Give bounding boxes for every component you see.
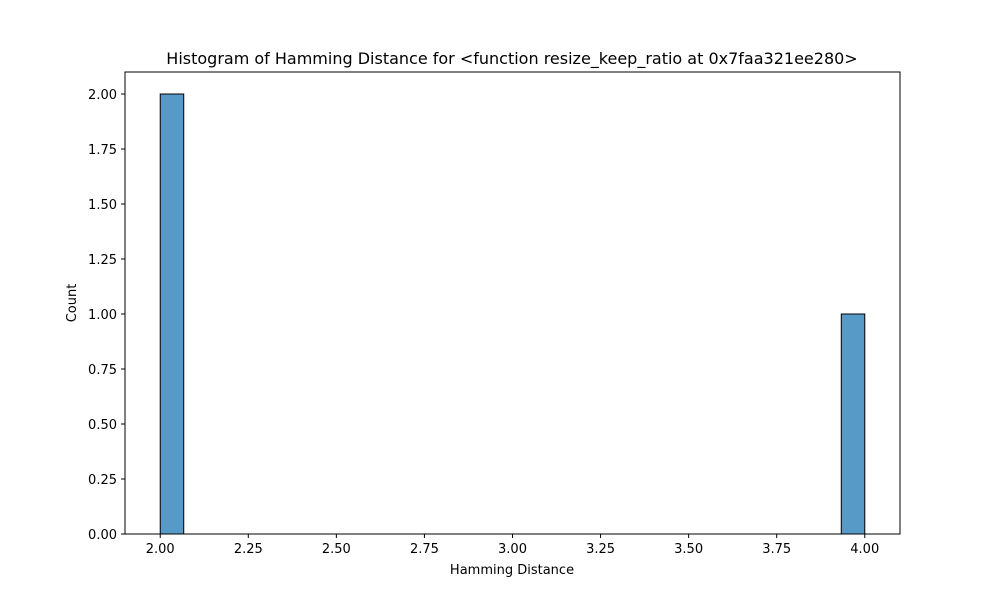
y-axis-label: Count	[65, 284, 80, 323]
x-tick-label-8: 4.00	[850, 542, 879, 557]
x-tick-label-6: 3.50	[674, 542, 703, 557]
y-tick-label-8: 2.00	[88, 88, 117, 103]
y-tick-label-2: 0.50	[88, 418, 117, 433]
histogram-bar-0	[159, 93, 185, 535]
x-tick-label-3: 2.75	[410, 542, 439, 557]
x-tick-label-1: 2.25	[234, 542, 263, 557]
y-tick-label-0: 0.00	[88, 528, 117, 543]
x-tick-label-4: 3.00	[498, 542, 527, 557]
y-tick-label-4: 1.00	[88, 308, 117, 323]
x-tick-label-5: 3.25	[586, 542, 615, 557]
x-axis-label: Hamming Distance	[450, 563, 574, 578]
plot-frame	[124, 71, 901, 535]
y-tick-label-3: 0.75	[88, 363, 117, 378]
y-tick-label-1: 0.25	[88, 473, 117, 488]
y-tick-label-6: 1.50	[88, 198, 117, 213]
histogram-bar-1	[840, 313, 866, 535]
y-tick-label-7: 1.75	[88, 143, 117, 158]
x-tick-label-0: 2.00	[146, 542, 175, 557]
chart-title: Histogram of Hamming Distance for <funct…	[166, 49, 857, 69]
x-tick-label-2: 2.50	[322, 542, 351, 557]
y-tick-label-5: 1.25	[88, 253, 117, 268]
x-tick-label-7: 3.75	[762, 542, 791, 557]
